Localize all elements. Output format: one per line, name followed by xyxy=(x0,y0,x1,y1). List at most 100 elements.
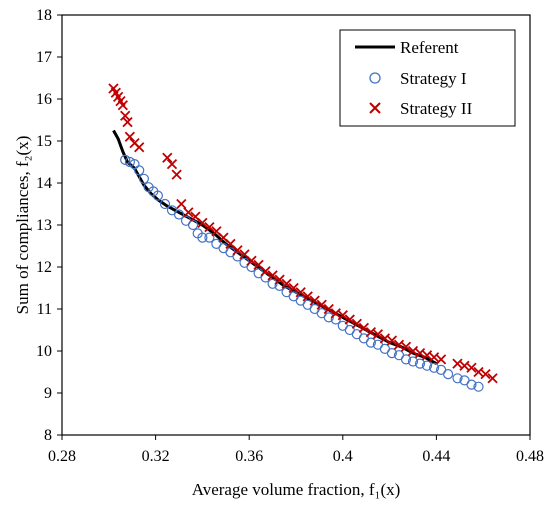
strategy-1-point xyxy=(197,232,208,243)
strategy-2-point xyxy=(281,278,292,289)
y-tick-label: 17 xyxy=(36,49,52,66)
strategy-2-point xyxy=(267,270,278,281)
axis-ticks xyxy=(57,14,531,440)
strategy-2-point xyxy=(204,221,215,233)
strategy-1-point xyxy=(134,165,145,176)
y-tick-label: 15 xyxy=(36,133,52,150)
strategy-2-point xyxy=(358,322,369,334)
strategy-1-point xyxy=(138,173,149,184)
strategy-1-point xyxy=(330,314,341,325)
strategy-2-point xyxy=(197,217,208,229)
strategy-2-point xyxy=(288,282,299,294)
strategy-2-point xyxy=(473,366,484,378)
strategy-2-point xyxy=(316,299,327,310)
strategy-2-point xyxy=(122,116,133,128)
strategy-2-point xyxy=(379,333,391,344)
strategy-2-point xyxy=(351,318,362,329)
strategy-2-point xyxy=(466,362,477,373)
strategy-2-point xyxy=(407,345,419,357)
strategy-2-point xyxy=(428,352,440,363)
legend: Referent Strategy I Strategy II xyxy=(339,29,516,127)
strategy-2-point xyxy=(171,169,182,180)
strategy-1-point xyxy=(466,379,477,390)
strategy-1-point xyxy=(400,354,412,365)
y-tick-label: 16 xyxy=(36,91,52,108)
strategy-2-point xyxy=(435,354,447,365)
strategy-1-point xyxy=(407,356,419,367)
strategy-2-point xyxy=(117,100,128,111)
strategy-1-point xyxy=(152,190,163,201)
strategy-1-point xyxy=(452,373,463,384)
strategy-1-point xyxy=(124,156,135,168)
x-tick-label: 0.36 xyxy=(235,448,263,465)
strategy-2-point xyxy=(365,326,377,338)
x-tick-label: 0.44 xyxy=(422,448,450,465)
strategy-2-point xyxy=(162,152,173,163)
strategy-2-point xyxy=(120,110,131,121)
strategy-2-point xyxy=(176,198,187,210)
legend-label-strategy-2: Strategy II xyxy=(400,99,473,118)
x-tick-label: 0.28 xyxy=(48,448,76,465)
strategy-2-point xyxy=(480,368,491,380)
y-tick-label: 10 xyxy=(36,343,52,360)
series-strategy-ii xyxy=(108,83,498,384)
x-axis-title: Average volume fraction, f₁(x) xyxy=(192,480,401,499)
strategy-2-point xyxy=(124,131,135,142)
legend-marker-strategy-1 xyxy=(369,72,381,84)
y-axis-title: Sum of compliances, f₂(x) xyxy=(13,136,32,315)
legend-label-strategy-1: Strategy I xyxy=(400,69,467,88)
legend-label-referent: Referent xyxy=(400,38,459,57)
strategy-1-point xyxy=(429,362,440,373)
strategy-1-point xyxy=(267,278,278,289)
y-tick-label: 8 xyxy=(44,427,52,444)
strategy-2-point xyxy=(166,158,178,170)
series-strategy-i xyxy=(120,154,484,392)
strategy-1-point xyxy=(414,358,426,369)
plot-series xyxy=(108,83,498,392)
strategy-2-point xyxy=(260,266,271,277)
x-tick-label: 0.4 xyxy=(333,448,353,465)
strategy-2-point xyxy=(246,255,257,266)
y-tick-label: 9 xyxy=(44,385,52,402)
plot-frame xyxy=(61,14,531,436)
strategy-2-point xyxy=(295,287,306,298)
x-tick-labels: 0.28 0.32 0.36 0.4 0.44 0.48 xyxy=(48,448,544,465)
strategy-2-point xyxy=(372,329,384,340)
y-axis-title-text: Sum of compliances, f₂(x) xyxy=(13,136,32,315)
strategy-1-point xyxy=(173,209,185,220)
strategy-2-point xyxy=(421,350,433,361)
y-tick-label: 13 xyxy=(36,217,52,234)
y-tick-label: 18 xyxy=(36,7,52,24)
strategy-2-point xyxy=(393,339,405,350)
x-tick-label: 0.48 xyxy=(516,448,544,465)
strategy-2-point xyxy=(232,245,243,256)
strategy-1-point xyxy=(120,154,131,165)
strategy-2-point xyxy=(414,347,426,359)
strategy-1-point xyxy=(473,381,484,392)
strategy-2-point xyxy=(337,310,348,321)
strategy-2-point xyxy=(330,308,341,319)
strategy-1-point xyxy=(365,337,376,348)
strategy-1-point xyxy=(386,348,397,359)
y-tick-label: 14 xyxy=(36,175,52,192)
strategy-1-point xyxy=(159,198,171,210)
strategy-2-point xyxy=(386,335,398,346)
y-tick-label: 11 xyxy=(37,301,52,318)
x-axis-title-text: Average volume fraction, f₁(x) xyxy=(192,480,401,499)
strategy-2-point xyxy=(400,341,412,352)
strategy-1-point xyxy=(323,312,334,323)
strategy-1-point xyxy=(443,369,454,380)
strategy-2-point xyxy=(344,314,355,325)
strategy-2-point xyxy=(302,291,313,302)
strategy-2-point xyxy=(309,295,320,306)
strategy-1-point xyxy=(421,360,433,371)
strategy-2-point xyxy=(487,373,498,384)
x-tick-label: 0.32 xyxy=(142,448,170,465)
y-tick-label: 12 xyxy=(36,259,52,276)
strategy-2-point xyxy=(183,207,194,218)
strategy-2-point xyxy=(452,358,463,369)
strategy-2-point xyxy=(323,303,334,315)
strategy-2-point xyxy=(459,360,470,371)
strategy-1-point xyxy=(204,232,215,243)
